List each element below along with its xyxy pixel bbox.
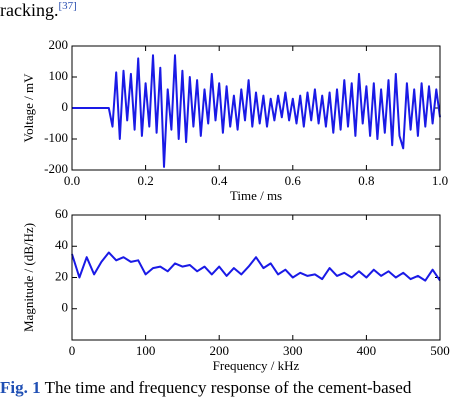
x-tick-label: 200 xyxy=(209,343,229,358)
x-tick-label: 1.0 xyxy=(432,173,448,188)
header-text: racking. xyxy=(0,0,59,20)
header: racking.[37] xyxy=(0,0,77,21)
x-tick-label: 0.2 xyxy=(137,173,153,188)
y-tick-label: -100 xyxy=(44,130,68,145)
x-tick-label: 500 xyxy=(430,343,450,358)
data-line xyxy=(72,54,441,168)
x-tick-label: 400 xyxy=(357,343,377,358)
x-tick-label: 0 xyxy=(69,343,76,358)
x-tick-label: 0.8 xyxy=(358,173,374,188)
y-tick-label: 20 xyxy=(55,268,68,283)
y-axis-label: Voltage / mV xyxy=(21,73,36,143)
x-tick-label: 300 xyxy=(283,343,303,358)
y-tick-label: 100 xyxy=(49,68,69,83)
x-tick-label: 0.6 xyxy=(285,173,302,188)
plot-frame xyxy=(71,45,441,171)
data-line xyxy=(71,251,441,282)
caption: Fig. 1 The time and frequency response o… xyxy=(0,378,411,398)
y-tick-label: -200 xyxy=(44,161,68,176)
x-axis-label: Time / ms xyxy=(230,188,282,203)
x-tick-label: 0.4 xyxy=(211,173,228,188)
x-tick-label: 100 xyxy=(136,343,156,358)
reference: [37] xyxy=(58,0,77,12)
y-tick-label: 60 xyxy=(55,206,68,221)
caption-text: The time and frequency response of the c… xyxy=(44,378,412,397)
x-tick-label: 0.0 xyxy=(64,173,80,188)
y-axis-label: Magnitude / (dB/Hz) xyxy=(21,223,36,332)
x-axis-label: Frequency / kHz xyxy=(213,358,300,373)
y-tick-label: 0 xyxy=(62,99,69,114)
caption-label: Fig. 1 xyxy=(0,378,41,397)
plot-frame xyxy=(71,214,441,341)
y-tick-label: 0 xyxy=(62,300,69,315)
y-tick-label: 200 xyxy=(49,37,69,52)
y-tick-label: 40 xyxy=(55,237,68,252)
